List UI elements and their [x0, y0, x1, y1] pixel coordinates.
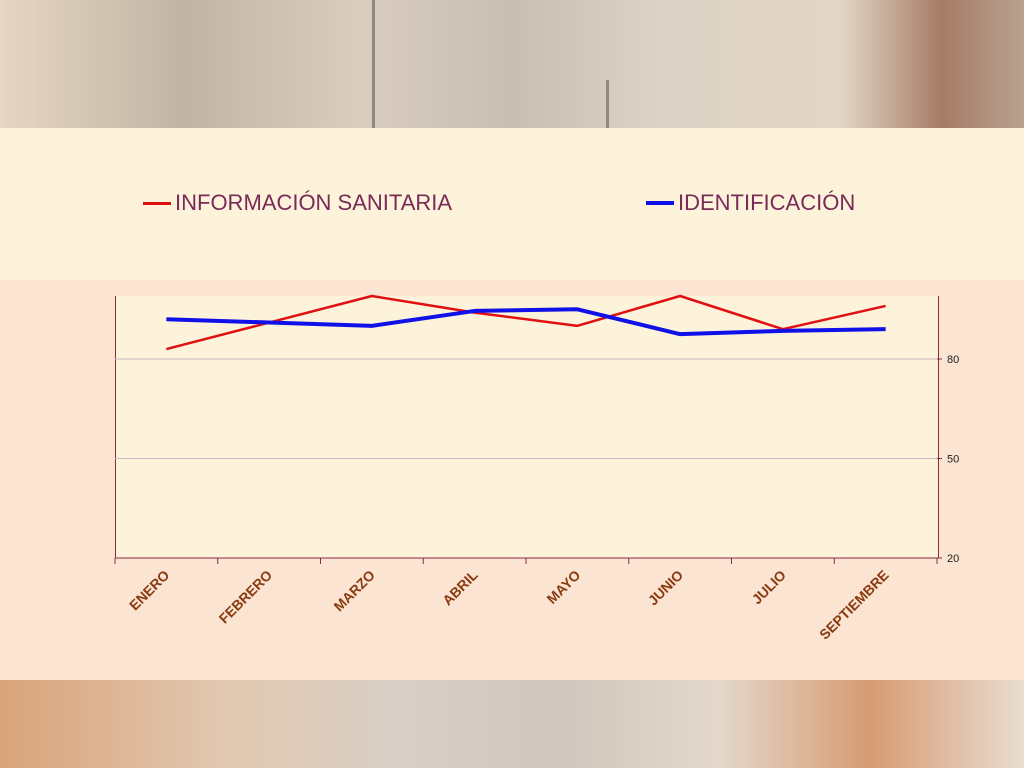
x-tick-label: JULIO [749, 567, 790, 608]
legend-label: INFORMACIÓN SANITARIA [175, 190, 453, 215]
legend-swatch-blue [646, 201, 674, 205]
legend-item-informacion-sanitaria: INFORMACIÓN SANITARIA [143, 190, 452, 216]
series-line-identificacion [166, 307, 886, 337]
x-tick-label: FEBRERO [216, 567, 276, 627]
x-tick-label: MARZO [330, 567, 378, 615]
background-photo-top [0, 0, 1024, 128]
x-tick-label: ENERO [126, 567, 173, 614]
iv-pole [606, 80, 609, 128]
legend-label: IDENTIFICACIÓN [678, 190, 856, 215]
x-tick-label: JUNIO [645, 567, 687, 609]
background-photo-bottom [0, 680, 1024, 768]
y-tick-label: 50 [947, 454, 959, 466]
legend-swatch-red [143, 201, 171, 205]
x-tick-label: MAYO [543, 567, 583, 607]
iv-pole [372, 0, 375, 128]
x-tick-label: ABRIL [439, 566, 481, 608]
legend-panel [0, 128, 1024, 281]
plot-area [115, 296, 939, 558]
y-tick-label: 80 [947, 354, 959, 366]
y-tick-label: 20 [947, 553, 959, 565]
legend-item-identificacion: IDENTIFICACIÓN [646, 190, 855, 216]
x-tick-label: SEPTIEMBRE [816, 567, 892, 643]
series-line-informacion-sanitaria [166, 294, 886, 351]
